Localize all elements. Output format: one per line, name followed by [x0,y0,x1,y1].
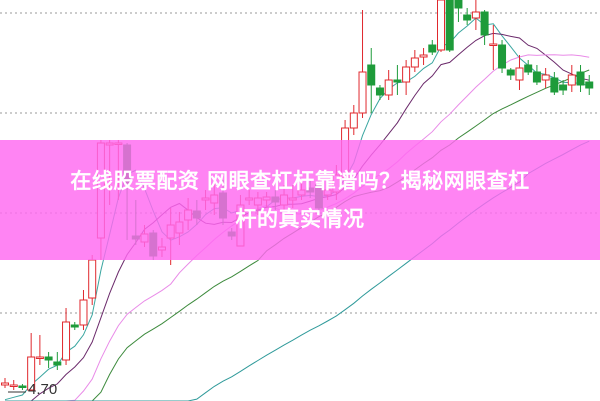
candle-body [367,64,376,86]
candle-body [445,0,454,51]
candle-body [437,0,445,51]
candle-body [410,57,419,68]
candle-body [524,64,533,73]
candle-body [35,356,44,359]
candle-body [541,74,550,81]
candle-body [567,74,576,86]
candle-body [498,44,507,69]
candle-body [88,259,97,299]
banner-title-line-1: 在线股票配资 网眼查杠杆靠谱吗？揭秘网眼查杠 [70,169,530,193]
candle-body [585,81,594,89]
candle-body [44,356,53,361]
candle-body [489,43,498,46]
candle-body [349,112,358,129]
candle-body [463,14,472,21]
candle-body [515,67,524,81]
candle-body [358,71,367,114]
low-price-label: 4.70 [28,381,58,398]
candle-body [70,324,79,328]
candle-body [576,71,585,86]
candle-body [532,71,541,83]
title-banner: 在线股票配资 网眼查杠杆靠谱吗？揭秘网眼查杠 杆的真实情况 [0,140,600,260]
candle-body [428,44,437,53]
candle-body [79,299,88,326]
candle-body [18,385,27,388]
banner-title-line-2: 杆的真实情况 [235,207,365,231]
candle-body [393,79,402,83]
candle-body [1,382,9,386]
candle-body [53,361,62,366]
candle-body [550,77,559,93]
candle-body [9,384,18,387]
candle-body [480,11,489,36]
candle-body [506,69,515,76]
candle-body [419,54,428,58]
candle-body [471,11,480,19]
candle-body [375,87,384,96]
candle-body [559,84,568,91]
candle-body [62,321,71,361]
candle-body [27,356,36,391]
candle-body [402,66,411,83]
candle-body [454,0,463,9]
candle-body [384,79,393,96]
